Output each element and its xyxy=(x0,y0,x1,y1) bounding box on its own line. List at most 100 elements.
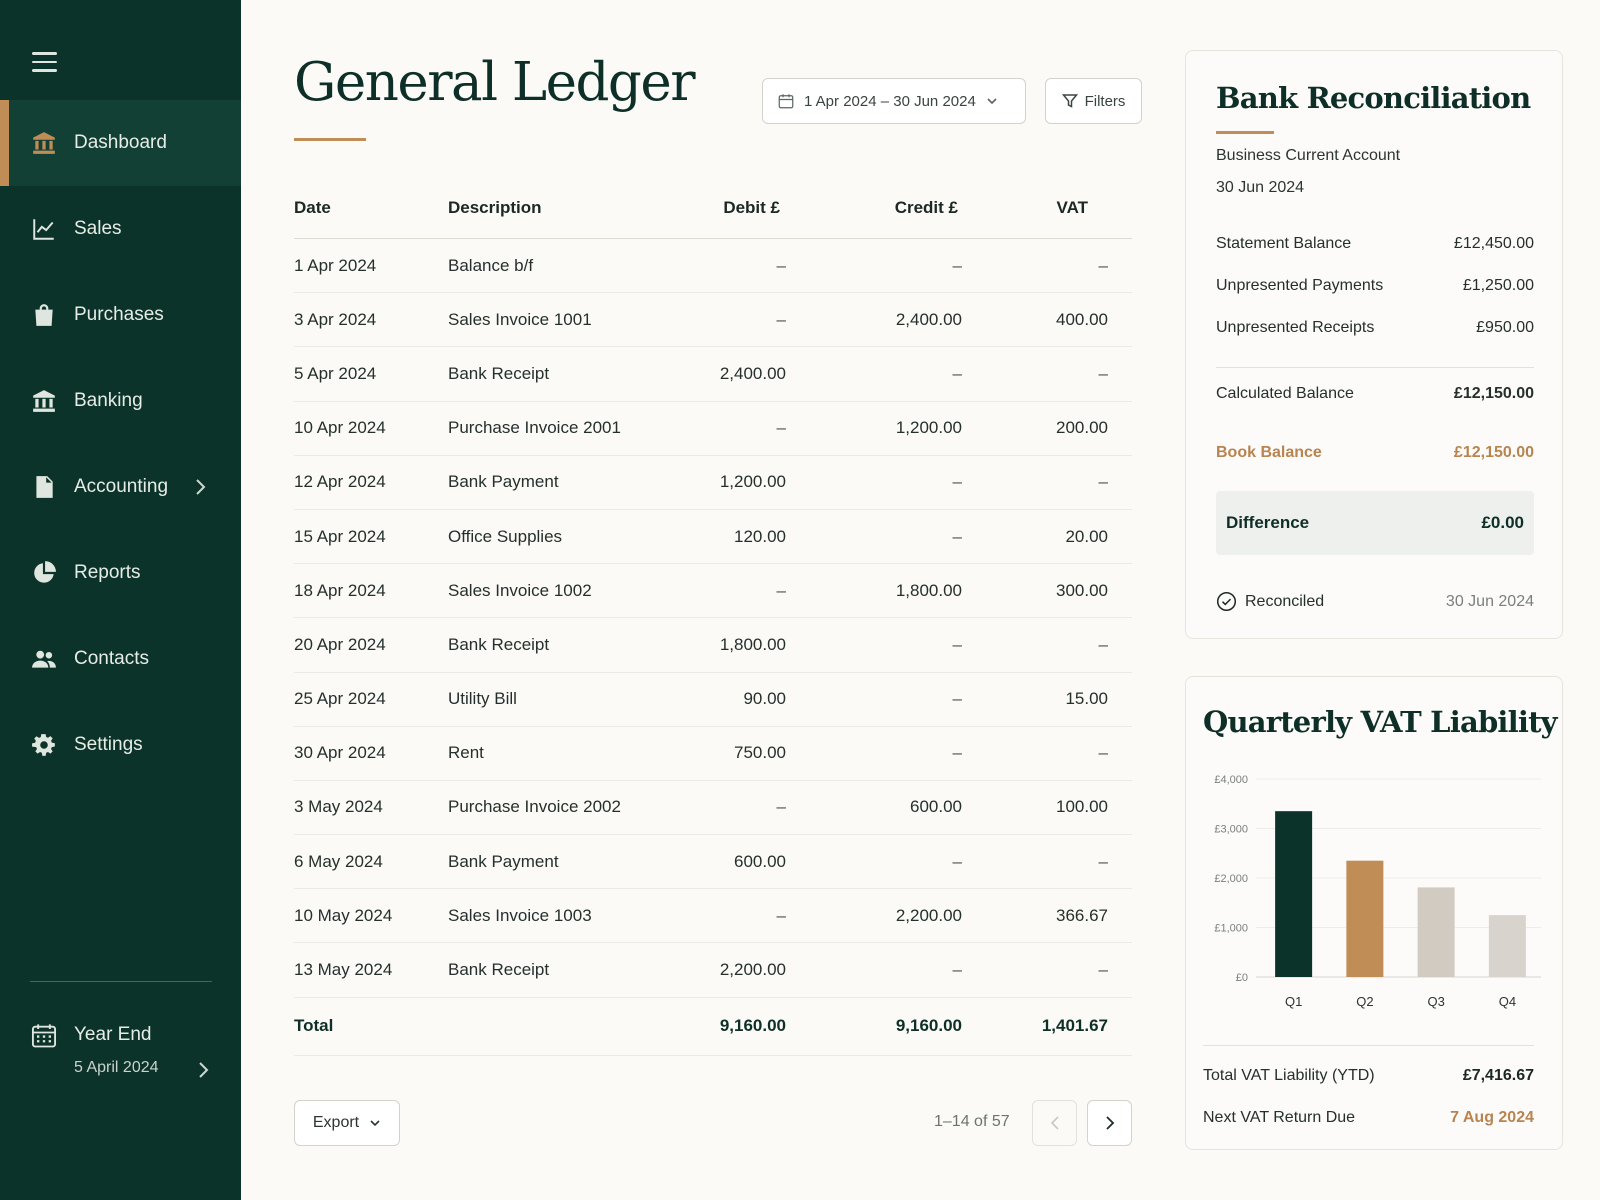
gear-icon xyxy=(30,731,58,759)
bar-q4[interactable] xyxy=(1488,915,1526,977)
table-row[interactable]: 3 May 2024 Purchase Invoice 2002 – 600.00 10… xyxy=(294,781,1132,836)
table-row[interactable]: 30 Apr 2024 Rent 750.00 – – xyxy=(294,727,1132,781)
cell-vat: 200.00 xyxy=(1056,418,1108,438)
cell-debit: 1,800.00 xyxy=(719,634,786,654)
column-header-credit[interactable]: Credit £ xyxy=(894,198,958,217)
cell-description: Balance b/f xyxy=(448,255,534,275)
next-page-button[interactable] xyxy=(1087,1100,1132,1146)
sidebar-item-contacts[interactable]: Contacts xyxy=(0,616,241,702)
sidebar-item-label: Purchases xyxy=(74,304,164,325)
line-label: Book Balance xyxy=(1216,444,1322,461)
cell-credit: – xyxy=(952,851,962,871)
cell-description: Sales Invoice 1003 xyxy=(448,905,592,925)
sidebar-item-dashboard[interactable]: Dashboard xyxy=(0,100,241,186)
column-header-vat[interactable]: VAT xyxy=(1056,198,1088,217)
sidebar-item-label: Sales xyxy=(74,218,122,239)
cell-date: 10 May 2024 xyxy=(294,905,393,925)
table-row[interactable]: 10 May 2024 Sales Invoice 1003 – 2,200.00 36… xyxy=(294,889,1132,944)
cell-description: Sales Invoice 1002 xyxy=(448,580,592,600)
cell-description: Utility Bill xyxy=(448,689,517,709)
status-label: Reconciled xyxy=(1245,592,1325,610)
date-range-picker[interactable]: 1 Apr 2024 – 30 Jun 2024 xyxy=(762,78,1026,124)
cell-date: 3 May 2024 xyxy=(294,797,383,817)
line-label: Next VAT Return Due xyxy=(1203,1109,1356,1126)
cell-vat: – xyxy=(1098,472,1108,492)
table-row[interactable]: 5 Apr 2024 Bank Receipt 2,400.00 – – xyxy=(294,347,1132,402)
bank-icon xyxy=(30,129,58,157)
line-label: Total VAT Liability (YTD) xyxy=(1203,1067,1375,1084)
cell-date: 1 Apr 2024 xyxy=(294,255,377,275)
table-row[interactable]: 18 Apr 2024 Sales Invoice 1002 – 1,800.00 30… xyxy=(294,564,1132,619)
sidebar-item-banking[interactable]: Banking xyxy=(0,358,241,444)
sidebar-item-purchases[interactable]: Purchases xyxy=(0,272,241,358)
vat-total-line: Total VAT Liability (YTD) £7,416.67 xyxy=(1203,1067,1534,1085)
chevron-down-icon xyxy=(370,1120,380,1127)
table-row[interactable]: 20 Apr 2024 Bank Receipt 1,800.00 – – xyxy=(294,618,1132,673)
menu-icon[interactable] xyxy=(32,52,57,72)
difference-value: £0.00 xyxy=(1481,513,1524,532)
cell-date: 18 Apr 2024 xyxy=(294,580,386,600)
total-vat: 1,401.67 xyxy=(1041,1016,1108,1036)
cell-debit: – xyxy=(776,255,786,275)
cell-date: 12 Apr 2024 xyxy=(294,472,386,492)
chevron-right-icon[interactable] xyxy=(193,477,207,497)
cell-vat: – xyxy=(1098,851,1108,871)
cell-vat: 20.00 xyxy=(1065,526,1108,546)
cell-date: 6 May 2024 xyxy=(294,851,383,871)
cell-description: Sales Invoice 1001 xyxy=(448,309,592,329)
cell-debit: 1,200.00 xyxy=(719,472,786,492)
table-row[interactable]: 1 Apr 2024 Balance b/f – – – xyxy=(294,239,1132,294)
table-row[interactable]: 15 Apr 2024 Office Supplies 120.00 – 20.00 xyxy=(294,510,1132,565)
table-row[interactable]: 25 Apr 2024 Utility Bill 90.00 – 15.00 xyxy=(294,673,1132,727)
column-header-date[interactable]: Date xyxy=(294,198,331,217)
bar-q1[interactable] xyxy=(1275,811,1313,977)
reconciliation-account: Business Current Account xyxy=(1216,147,1401,164)
previous-page-button[interactable] xyxy=(1032,1100,1077,1146)
cell-vat: – xyxy=(1098,743,1108,763)
cell-date: 3 Apr 2024 xyxy=(294,309,377,329)
total-label: Total xyxy=(294,1016,334,1036)
filters-button[interactable]: Filters xyxy=(1045,78,1142,124)
sidebar-item-label: Contacts xyxy=(74,648,149,669)
chart-line-icon xyxy=(30,215,58,243)
sidebar-item-accounting[interactable]: Accounting xyxy=(0,444,241,530)
cell-debit: – xyxy=(776,418,786,438)
column-header-debit[interactable]: Debit £ xyxy=(723,198,780,217)
cell-vat: – xyxy=(1098,634,1108,654)
vat-liability-card: Quarterly VAT Liability £0 £1,000 £2,000 £3… xyxy=(1185,676,1563,1150)
export-button[interactable]: Export xyxy=(294,1100,400,1146)
cell-description: Bank Receipt xyxy=(448,363,550,383)
cell-date: 30 Apr 2024 xyxy=(294,743,386,763)
y-tick-label: £3,000 xyxy=(1214,824,1248,836)
line-value: £7,416.67 xyxy=(1462,1067,1534,1084)
cell-description: Office Supplies xyxy=(448,526,563,546)
sidebar: Dashboard Sales Purchases Banking Accoun… xyxy=(0,0,241,1200)
reconciliation-title: Bank Reconciliation xyxy=(1216,81,1531,115)
table-row[interactable]: 13 May 2024 Bank Receipt 2,200.00 – – xyxy=(294,943,1132,998)
table-row[interactable]: 3 Apr 2024 Sales Invoice 1001 – 2,400.00 400… xyxy=(294,293,1132,348)
table-total-row: Total 9,160.00 9,160.00 1,401.67 xyxy=(294,998,1132,1056)
table-row[interactable]: 6 May 2024 Bank Payment 600.00 – – xyxy=(294,835,1132,890)
cell-debit: – xyxy=(776,905,786,925)
date-range-value: 1 Apr 2024 – 30 Jun 2024 xyxy=(804,92,976,110)
sidebar-item-settings[interactable]: Settings xyxy=(0,702,241,788)
difference-label: Difference xyxy=(1226,513,1310,532)
cell-vat: 100.00 xyxy=(1056,797,1108,817)
vat-bar-chart: £0 £1,000 £2,000 £3,000 £4,000 Q1 Q2 Q3 Q4 xyxy=(1214,774,1541,1009)
bar-q2[interactable] xyxy=(1346,860,1384,977)
check-circle-icon xyxy=(1216,591,1237,612)
cell-vat: – xyxy=(1098,255,1108,275)
cell-description: Bank Payment xyxy=(448,851,559,871)
sidebar-item-reports[interactable]: Reports xyxy=(0,530,241,616)
chevron-right-icon[interactable] xyxy=(196,1060,210,1080)
users-icon xyxy=(30,645,58,673)
sidebar-item-sales[interactable]: Sales xyxy=(0,186,241,272)
cell-debit: 2,400.00 xyxy=(719,363,786,383)
divider xyxy=(1203,1045,1534,1046)
bar-q3[interactable] xyxy=(1417,887,1455,977)
table-row[interactable]: 12 Apr 2024 Bank Payment 1,200.00 – – xyxy=(294,456,1132,510)
sidebar-item-label: Settings xyxy=(74,734,143,755)
table-row[interactable]: 10 Apr 2024 Purchase Invoice 2001 – 1,200.0… xyxy=(294,402,1132,456)
column-header-description[interactable]: Description xyxy=(448,198,542,217)
line-label: Unpresented Payments xyxy=(1216,277,1384,294)
